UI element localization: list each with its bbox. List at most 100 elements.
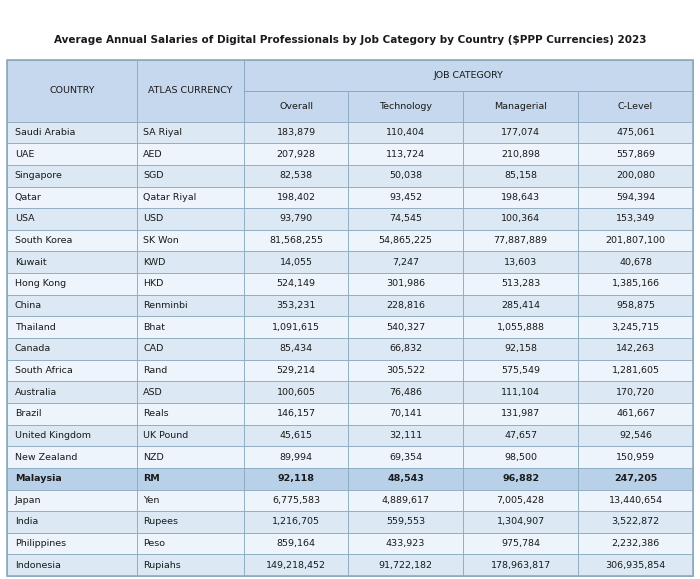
Bar (136, 533, 244, 555)
Bar (7, 338, 136, 360)
Text: 93,452: 93,452 (389, 193, 422, 202)
Bar (136, 143, 244, 165)
Bar (244, 403, 348, 424)
Bar (348, 360, 463, 382)
Text: 285,414: 285,414 (501, 301, 540, 310)
Text: 540,327: 540,327 (386, 323, 425, 332)
Bar (136, 360, 244, 382)
Text: 170,720: 170,720 (616, 387, 655, 397)
Bar (244, 91, 348, 122)
Text: 859,164: 859,164 (276, 539, 316, 548)
Bar (244, 143, 348, 165)
Text: 305,522: 305,522 (386, 366, 425, 375)
Bar (463, 143, 578, 165)
Text: 150,959: 150,959 (616, 453, 655, 461)
Text: 433,923: 433,923 (386, 539, 426, 548)
Bar (136, 230, 244, 251)
Text: Australia: Australia (15, 387, 57, 397)
Text: 110,404: 110,404 (386, 128, 425, 137)
Bar (348, 186, 463, 208)
Text: CAD: CAD (144, 345, 164, 353)
Bar (7, 424, 136, 446)
Text: 198,643: 198,643 (501, 193, 540, 202)
Bar (348, 338, 463, 360)
Bar (463, 511, 578, 533)
Bar (136, 60, 244, 122)
Bar (7, 143, 136, 165)
Bar (244, 555, 348, 576)
Bar (136, 468, 244, 489)
Bar (578, 555, 693, 576)
Text: 7,247: 7,247 (392, 258, 419, 267)
Text: 524,149: 524,149 (276, 280, 316, 288)
Bar (348, 251, 463, 273)
Bar (348, 316, 463, 338)
Text: 50,038: 50,038 (389, 171, 422, 180)
Text: 210,898: 210,898 (501, 149, 540, 159)
Text: 69,354: 69,354 (389, 453, 422, 461)
Bar (244, 489, 348, 511)
Text: 475,061: 475,061 (616, 128, 655, 137)
Bar (463, 208, 578, 230)
Bar (7, 208, 136, 230)
Text: 45,615: 45,615 (280, 431, 313, 440)
Text: 7,005,428: 7,005,428 (496, 496, 545, 505)
Bar (244, 446, 348, 468)
Text: Managerial: Managerial (494, 102, 547, 111)
Text: 93,790: 93,790 (280, 214, 313, 223)
Text: 301,986: 301,986 (386, 280, 425, 288)
Text: 513,283: 513,283 (501, 280, 540, 288)
Text: Renminbi: Renminbi (144, 301, 188, 310)
Text: Malaysia: Malaysia (15, 474, 62, 483)
Bar (136, 489, 244, 511)
Text: UAE: UAE (15, 149, 34, 159)
Text: 1,281,605: 1,281,605 (612, 366, 659, 375)
Text: 177,074: 177,074 (501, 128, 540, 137)
Text: RM: RM (144, 474, 160, 483)
Text: 142,263: 142,263 (616, 345, 655, 353)
Bar (244, 273, 348, 295)
Bar (7, 533, 136, 555)
Text: 113,724: 113,724 (386, 149, 425, 159)
Bar (578, 489, 693, 511)
Bar (7, 60, 136, 122)
Text: 183,879: 183,879 (276, 128, 316, 137)
Bar (136, 338, 244, 360)
Text: 13,603: 13,603 (504, 258, 537, 267)
Text: Technology: Technology (379, 102, 432, 111)
Bar (7, 511, 136, 533)
Text: Qatar Riyal: Qatar Riyal (144, 193, 197, 202)
Text: Brazil: Brazil (15, 409, 41, 418)
Text: 81,568,255: 81,568,255 (270, 236, 323, 245)
Bar (348, 446, 463, 468)
Bar (578, 338, 693, 360)
Text: Japan: Japan (15, 496, 41, 505)
Text: 200,080: 200,080 (616, 171, 655, 180)
Bar (244, 230, 348, 251)
Text: USD: USD (144, 214, 164, 223)
Bar (463, 295, 578, 316)
Text: 85,434: 85,434 (280, 345, 313, 353)
Text: 178,963,817: 178,963,817 (491, 561, 551, 570)
Text: 575,549: 575,549 (501, 366, 540, 375)
Text: 149,218,452: 149,218,452 (266, 561, 326, 570)
Text: 1,216,705: 1,216,705 (272, 518, 320, 526)
Text: ASD: ASD (144, 387, 163, 397)
Bar (578, 511, 693, 533)
Bar (578, 91, 693, 122)
Text: 247,205: 247,205 (614, 474, 657, 483)
Bar (578, 446, 693, 468)
Text: ATLAS CURRENCY: ATLAS CURRENCY (148, 86, 233, 95)
Bar (348, 122, 463, 143)
Text: 153,349: 153,349 (616, 214, 655, 223)
Bar (7, 360, 136, 382)
Bar (348, 424, 463, 446)
Bar (7, 295, 136, 316)
Bar (463, 186, 578, 208)
Text: 48,543: 48,543 (387, 474, 424, 483)
Text: UK Pound: UK Pound (144, 431, 188, 440)
Bar (348, 382, 463, 403)
Text: 100,364: 100,364 (501, 214, 540, 223)
Text: 131,987: 131,987 (501, 409, 540, 418)
Bar (578, 230, 693, 251)
